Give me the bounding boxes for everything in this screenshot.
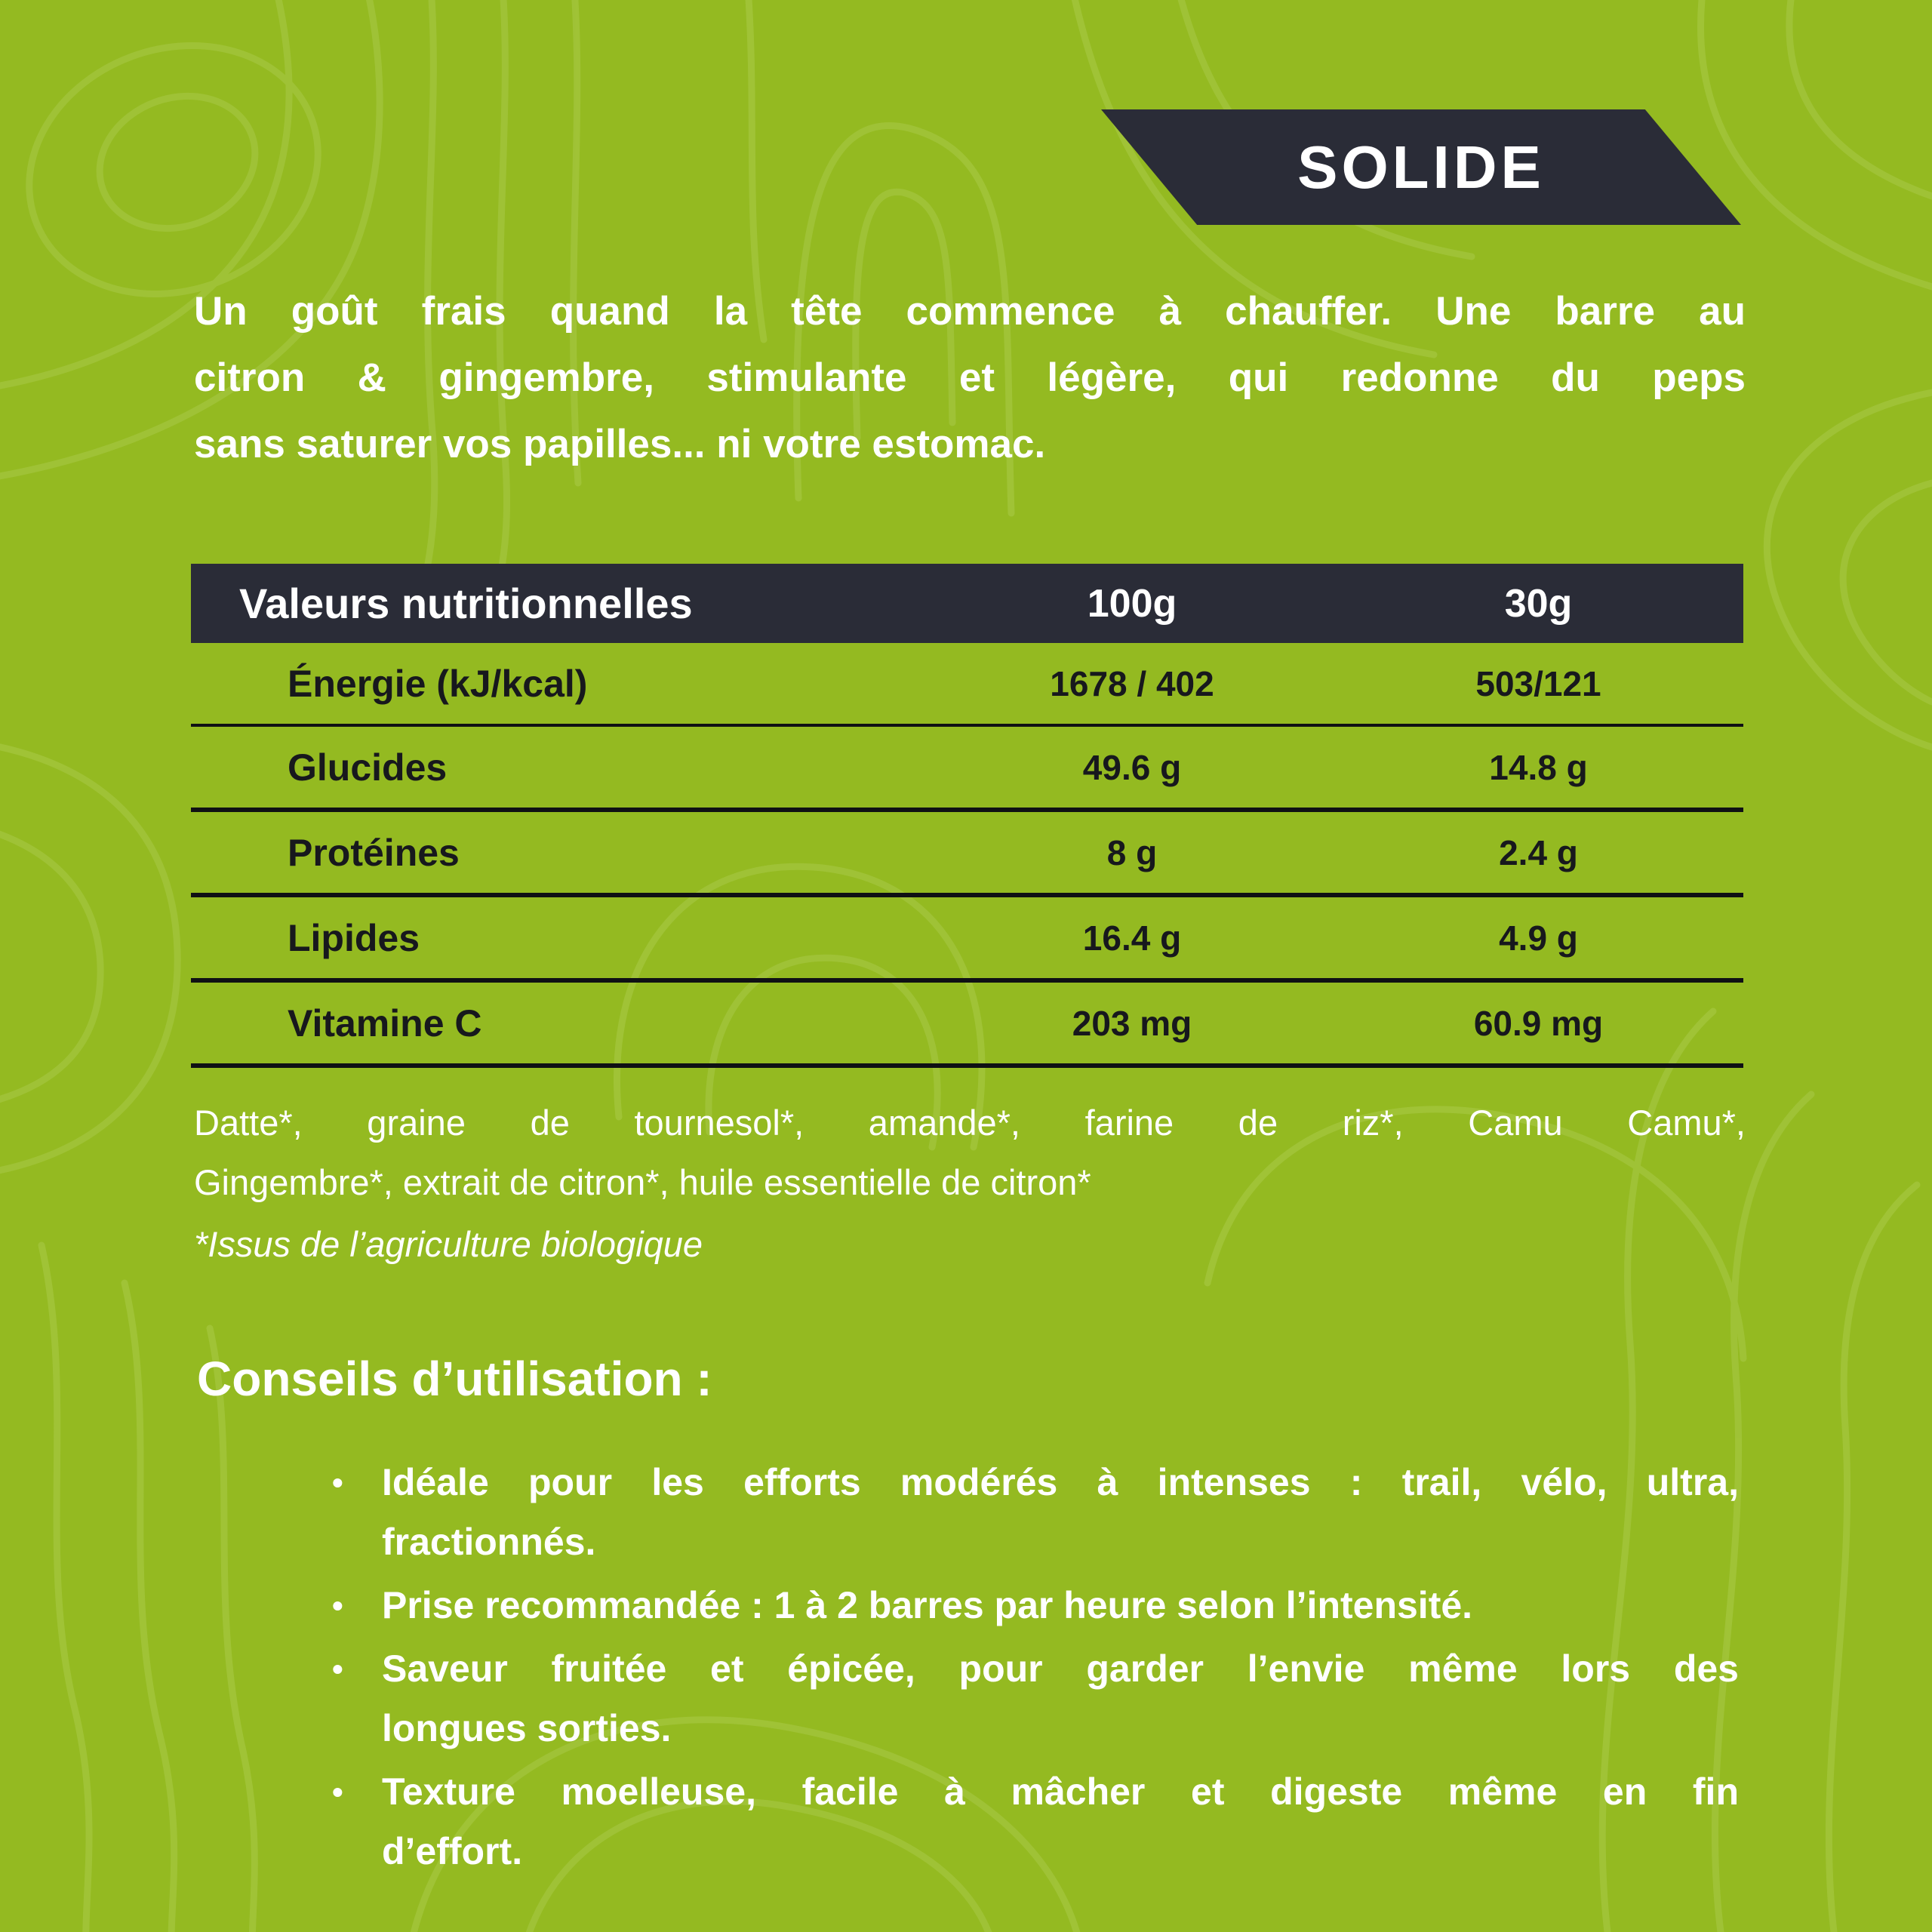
description-line: citron & gingembre, stimulante et légère… <box>194 355 1746 400</box>
description-line: sans saturer vos papilles... ni votre es… <box>194 422 1046 466</box>
row-label: Lipides <box>288 916 420 959</box>
row-value-30g: 503/121 <box>1475 663 1601 703</box>
nutrition-table: Valeurs nutritionnelles 100g 30g Énergie… <box>191 564 1743 1068</box>
table-row-glucides: Glucides 49.6 g 14.8 g <box>191 727 1743 812</box>
usage-list: • Idéale pour les efforts modérés à inte… <box>332 1453 1739 1885</box>
row-value-30g: 2.4 g <box>1499 832 1578 872</box>
ingredients-line: Gingembre*, extrait de citron*, huile es… <box>194 1162 1091 1202</box>
header-col-30g: 30g <box>1504 581 1573 626</box>
ingredients-line: Datte*, graine de tournesol*, amande*, f… <box>194 1103 1746 1143</box>
table-row-lipides: Lipides 16.4 g 4.9 g <box>191 897 1743 983</box>
description-line: Un goût frais quand la tête commence à c… <box>194 289 1746 334</box>
bullet-icon: • <box>332 1774 343 1810</box>
product-description: Un goût frais quand la tête commence à c… <box>194 278 1746 478</box>
ingredients-list: Datte*, graine de tournesol*, amande*, f… <box>194 1093 1746 1274</box>
row-value-30g: 60.9 mg <box>1473 1003 1604 1043</box>
row-label: Énergie (kJ/kcal) <box>288 662 588 705</box>
row-value-30g: 4.9 g <box>1499 918 1578 958</box>
header-values-label: Valeurs nutritionnelles <box>239 580 693 627</box>
usage-item-line: fractionnés. <box>382 1521 596 1563</box>
usage-item-line: d’effort. <box>382 1830 523 1872</box>
row-label: Glucides <box>288 746 448 789</box>
row-value-100g: 16.4 g <box>1082 918 1182 958</box>
table-row-energie: Énergie (kJ/kcal) 1678 / 402 503/121 <box>191 643 1743 727</box>
row-label: Protéines <box>288 831 460 874</box>
usage-item: • Saveur fruitée et épicée, pour garder … <box>332 1639 1739 1758</box>
product-type-banner: SOLIDE <box>1101 109 1741 225</box>
usage-item-line: longues sorties. <box>382 1707 672 1749</box>
usage-item-line: Prise recommandée : 1 à 2 barres par heu… <box>382 1584 1473 1626</box>
usage-item-line: Saveur fruitée et épicée, pour garder l’… <box>382 1647 1739 1690</box>
usage-item: • Idéale pour les efforts modérés à inte… <box>332 1453 1739 1572</box>
usage-item: • Prise recommandée : 1 à 2 barres par h… <box>332 1576 1739 1635</box>
bullet-icon: • <box>332 1588 343 1623</box>
row-label: Vitamine C <box>288 1001 482 1044</box>
header-col-100g: 100g <box>1087 581 1177 626</box>
row-value-100g: 1678 / 402 <box>1050 663 1214 703</box>
row-value-100g: 8 g <box>1106 832 1158 872</box>
row-value-100g: 49.6 g <box>1082 747 1182 787</box>
row-value-30g: 14.8 g <box>1489 747 1588 787</box>
banner-label: SOLIDE <box>1297 133 1545 201</box>
table-row-proteines: Protéines 8 g 2.4 g <box>191 812 1743 897</box>
table-row-vitamine-c: Vitamine C 203 mg 60.9 mg <box>191 983 1743 1068</box>
row-value-100g: 203 mg <box>1072 1003 1192 1043</box>
bullet-icon: • <box>332 1651 343 1687</box>
nutrition-table-header: Valeurs nutritionnelles 100g 30g <box>191 564 1743 643</box>
usage-item-line: Texture moelleuse, facile à mâcher et di… <box>382 1770 1739 1813</box>
usage-section-title: Conseils d’utilisation : <box>197 1352 712 1406</box>
usage-item-line: Idéale pour les efforts modérés à intens… <box>382 1461 1739 1503</box>
bullet-icon: • <box>332 1465 343 1500</box>
organic-note: *Issus de l’agriculture biologique <box>194 1224 703 1264</box>
usage-item: • Texture moelleuse, facile à mâcher et … <box>332 1762 1739 1881</box>
